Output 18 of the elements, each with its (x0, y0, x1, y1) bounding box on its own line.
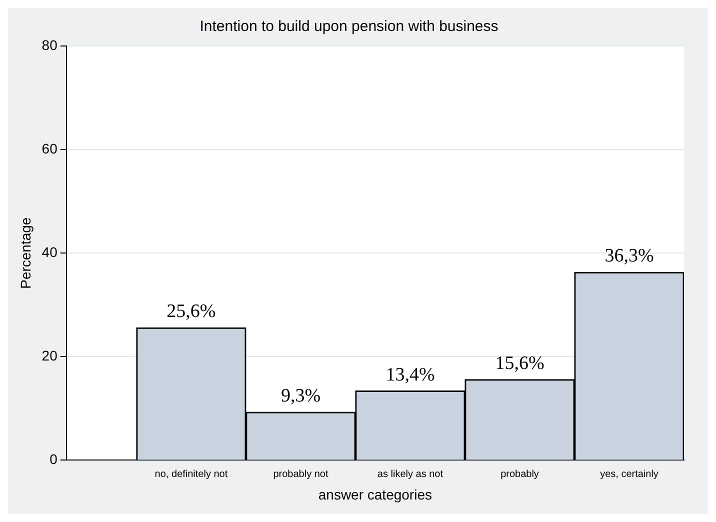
y-tick-label: 80 (42, 36, 58, 53)
x-tick-label: probably (500, 468, 539, 480)
y-axis-title: Percentage (17, 217, 34, 289)
y-tick-label: 60 (42, 140, 58, 156)
x-tick-label: as likely as not (377, 468, 444, 480)
x-axis-title: answer categories (318, 486, 432, 502)
y-tick-label: 0 (50, 451, 58, 468)
data-label: 25,6% (166, 301, 216, 322)
y-tick-label: 20 (42, 348, 58, 364)
x-tick-label: yes, certainly (600, 468, 658, 480)
x-tick-label: no, definitely not (154, 468, 228, 480)
data-label: 36,3% (604, 246, 654, 267)
data-label: 15,6% (495, 352, 544, 374)
data-label: 13,4% (386, 364, 435, 386)
y-tick-label: 40 (42, 244, 58, 260)
x-tick-label: probably not (273, 468, 328, 480)
data-label: 9,3% (280, 386, 321, 407)
chart-title: Intention to build upon pension with business (200, 18, 498, 36)
